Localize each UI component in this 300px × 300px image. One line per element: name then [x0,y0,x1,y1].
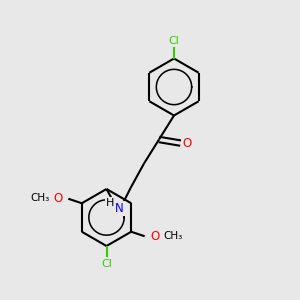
Text: H: H [106,198,114,208]
Text: Cl: Cl [169,35,179,46]
Text: CH₃: CH₃ [31,193,50,203]
Text: O: O [183,136,192,150]
Text: O: O [54,192,63,205]
Text: CH₃: CH₃ [163,231,182,241]
Text: Cl: Cl [101,259,112,269]
Text: O: O [150,230,159,243]
Text: N: N [115,202,124,215]
